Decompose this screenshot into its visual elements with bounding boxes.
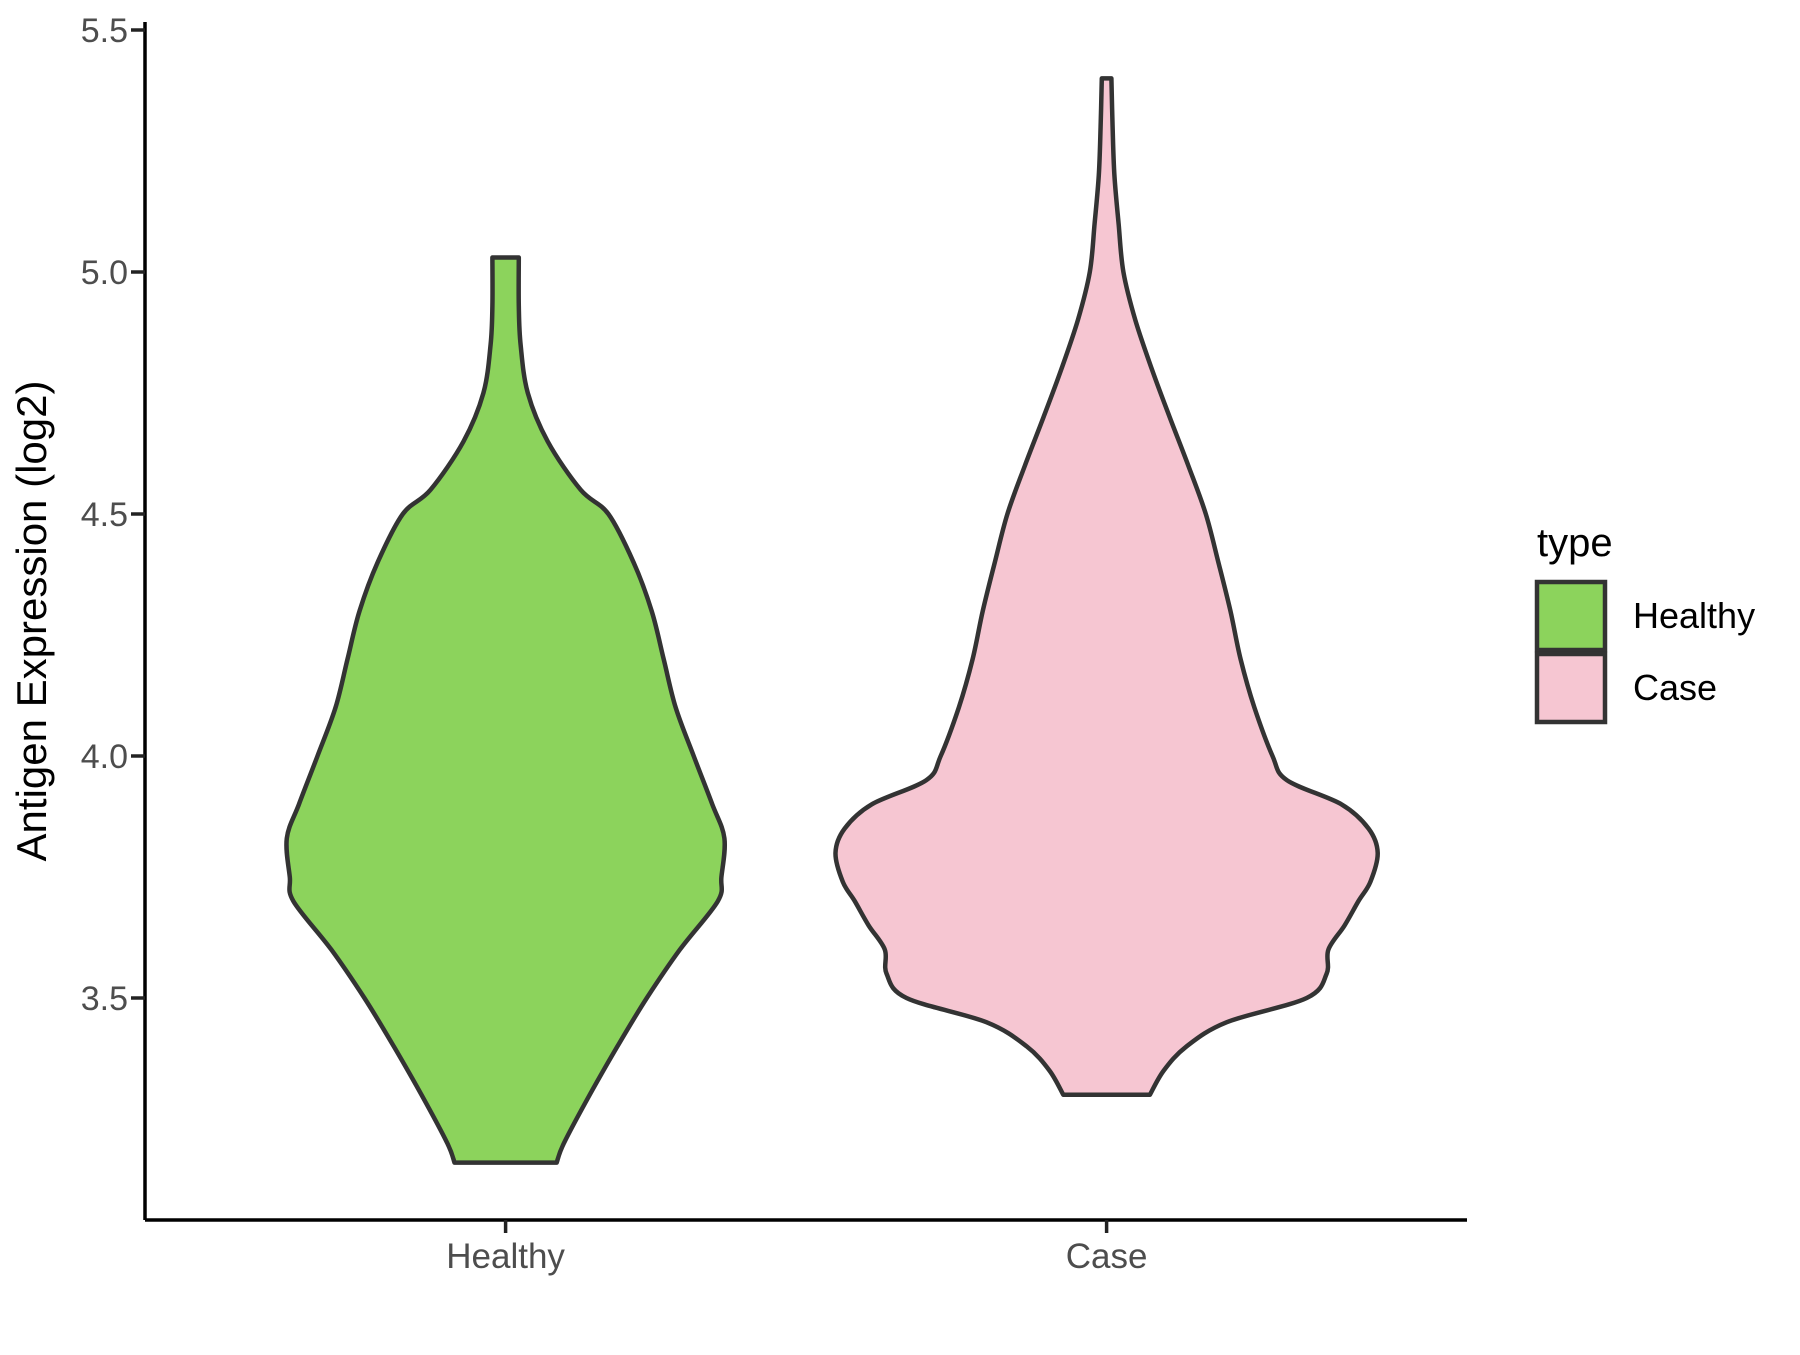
y-tick-label: 3.5 [81, 980, 128, 1018]
violin-case [833, 76, 1380, 1098]
legend-key-healthy [1534, 579, 1608, 653]
legend: type Healthy Case [1534, 521, 1755, 725]
legend-label-case: Case [1633, 667, 1717, 708]
legend-label-healthy: Healthy [1633, 595, 1755, 636]
y-tick-group: 3.5 4.0 4.5 5.0 5.5 [81, 12, 145, 1018]
violin-group [284, 76, 1380, 1165]
legend-key-case [1534, 651, 1608, 725]
x-axis: Healthy Case [145, 1218, 1467, 1276]
x-tick-label-healthy: Healthy [446, 1237, 565, 1276]
y-tick-label: 4.0 [81, 738, 128, 776]
y-axis: 3.5 4.0 4.5 5.0 5.5 Antigen Expression (log2… [8, 12, 147, 1220]
x-tick-group: Healthy Case [446, 1220, 1147, 1276]
x-tick-label-case: Case [1066, 1237, 1148, 1276]
violin-healthy [284, 255, 727, 1165]
legend-keys: Healthy Case [1534, 579, 1755, 725]
y-tick-label: 5.5 [81, 12, 128, 50]
y-tick-label: 4.5 [81, 496, 128, 534]
y-axis-title: Antigen Expression (log2) [8, 381, 55, 862]
legend-title: type [1537, 521, 1613, 565]
y-tick-label: 5.0 [81, 254, 128, 292]
